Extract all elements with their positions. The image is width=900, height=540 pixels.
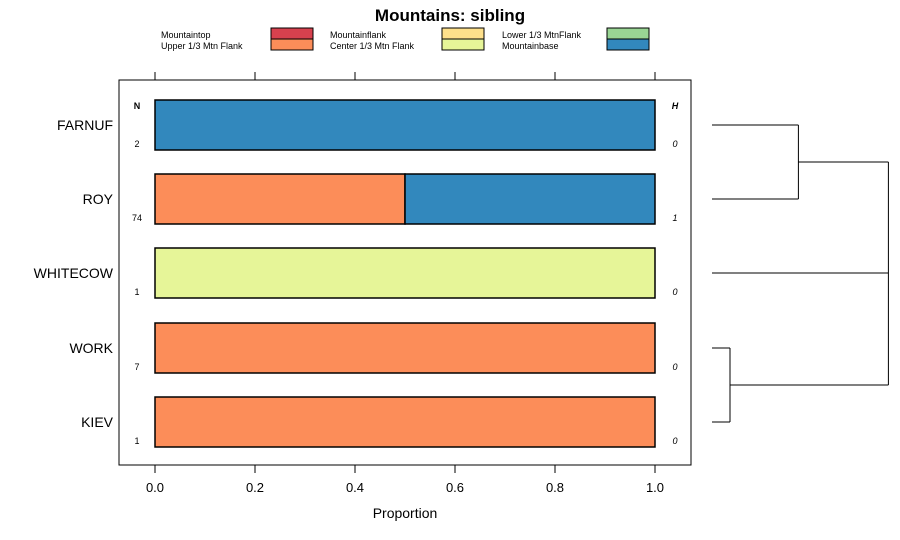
legend-label-upper-1-3-mtn-flank: Upper 1/3 Mtn Flank (161, 41, 243, 51)
n-value-kiev: 1 (134, 436, 139, 446)
h-labels: 0 1 0 0 0 (672, 139, 677, 446)
legend-label-lower-1-3-mtnflank: Lower 1/3 MtnFlank (502, 30, 582, 40)
legend-swatch-upper-1-3-mtn-flank (270, 38, 314, 51)
bar-work-1 (154, 322, 656, 374)
legend-swatch-center-1-3-mtn-flank (441, 38, 485, 51)
n-header: N (134, 101, 141, 111)
bar-kiev-1 (154, 396, 656, 448)
x-tick-label: 0.8 (546, 480, 564, 495)
x-tick-label: 1.0 (646, 480, 664, 495)
x-tick-label: 0.4 (346, 480, 364, 495)
chart-title: Mountains: sibling (375, 6, 525, 25)
legend-label-mountaintop: Mountaintop (161, 30, 211, 40)
dendrogram (712, 124, 889, 423)
legend-swatch-mountaintop (270, 27, 314, 40)
h-value-kiev: 0 (672, 436, 677, 446)
bar-farnuf-5 (154, 99, 656, 151)
x-axis: 0.0 0.2 0.4 0.6 0.8 1.0 (146, 72, 664, 495)
bar-roy-1 (154, 173, 406, 225)
legend-swatch-lower-1-3-mtnflank (606, 27, 650, 40)
row-label-farnuf: FARNUF (57, 117, 113, 133)
n-value-roy: 74 (132, 213, 142, 223)
x-tick-label: 0.0 (146, 480, 164, 495)
row-label-work: WORK (69, 340, 113, 356)
x-tick-label: 0.6 (446, 480, 464, 495)
legend-swatch-mountainbase (606, 38, 650, 51)
x-axis-label: Proportion (373, 505, 438, 521)
h-value-roy: 1 (672, 213, 677, 223)
row-label-kiev: KIEV (81, 414, 114, 430)
n-value-work: 7 (134, 362, 139, 372)
n-value-whitecow: 1 (134, 287, 139, 297)
x-tick-label: 0.2 (246, 480, 264, 495)
bars (154, 99, 656, 448)
h-value-work: 0 (672, 362, 677, 372)
bar-roy-5 (404, 173, 656, 225)
legend-label-center-1-3-mtn-flank: Center 1/3 Mtn Flank (330, 41, 415, 51)
row-label-whitecow: WHITECOW (34, 265, 114, 281)
n-labels: 2 74 1 7 1 (132, 139, 142, 446)
row-labels: FARNUF ROY WHITECOW WORK KIEV (34, 117, 114, 430)
h-header: H (672, 101, 679, 111)
legend-label-mountainbase: Mountainbase (502, 41, 559, 51)
row-label-roy: ROY (83, 191, 114, 207)
h-value-whitecow: 0 (672, 287, 677, 297)
legend-label-mountainflank: Mountainflank (330, 30, 387, 40)
bar-whitecow-3 (154, 247, 656, 299)
plot-frame (118, 79, 692, 466)
n-value-farnuf: 2 (134, 139, 139, 149)
h-value-farnuf: 0 (672, 139, 677, 149)
legend-swatch-mountainflank (441, 27, 485, 40)
